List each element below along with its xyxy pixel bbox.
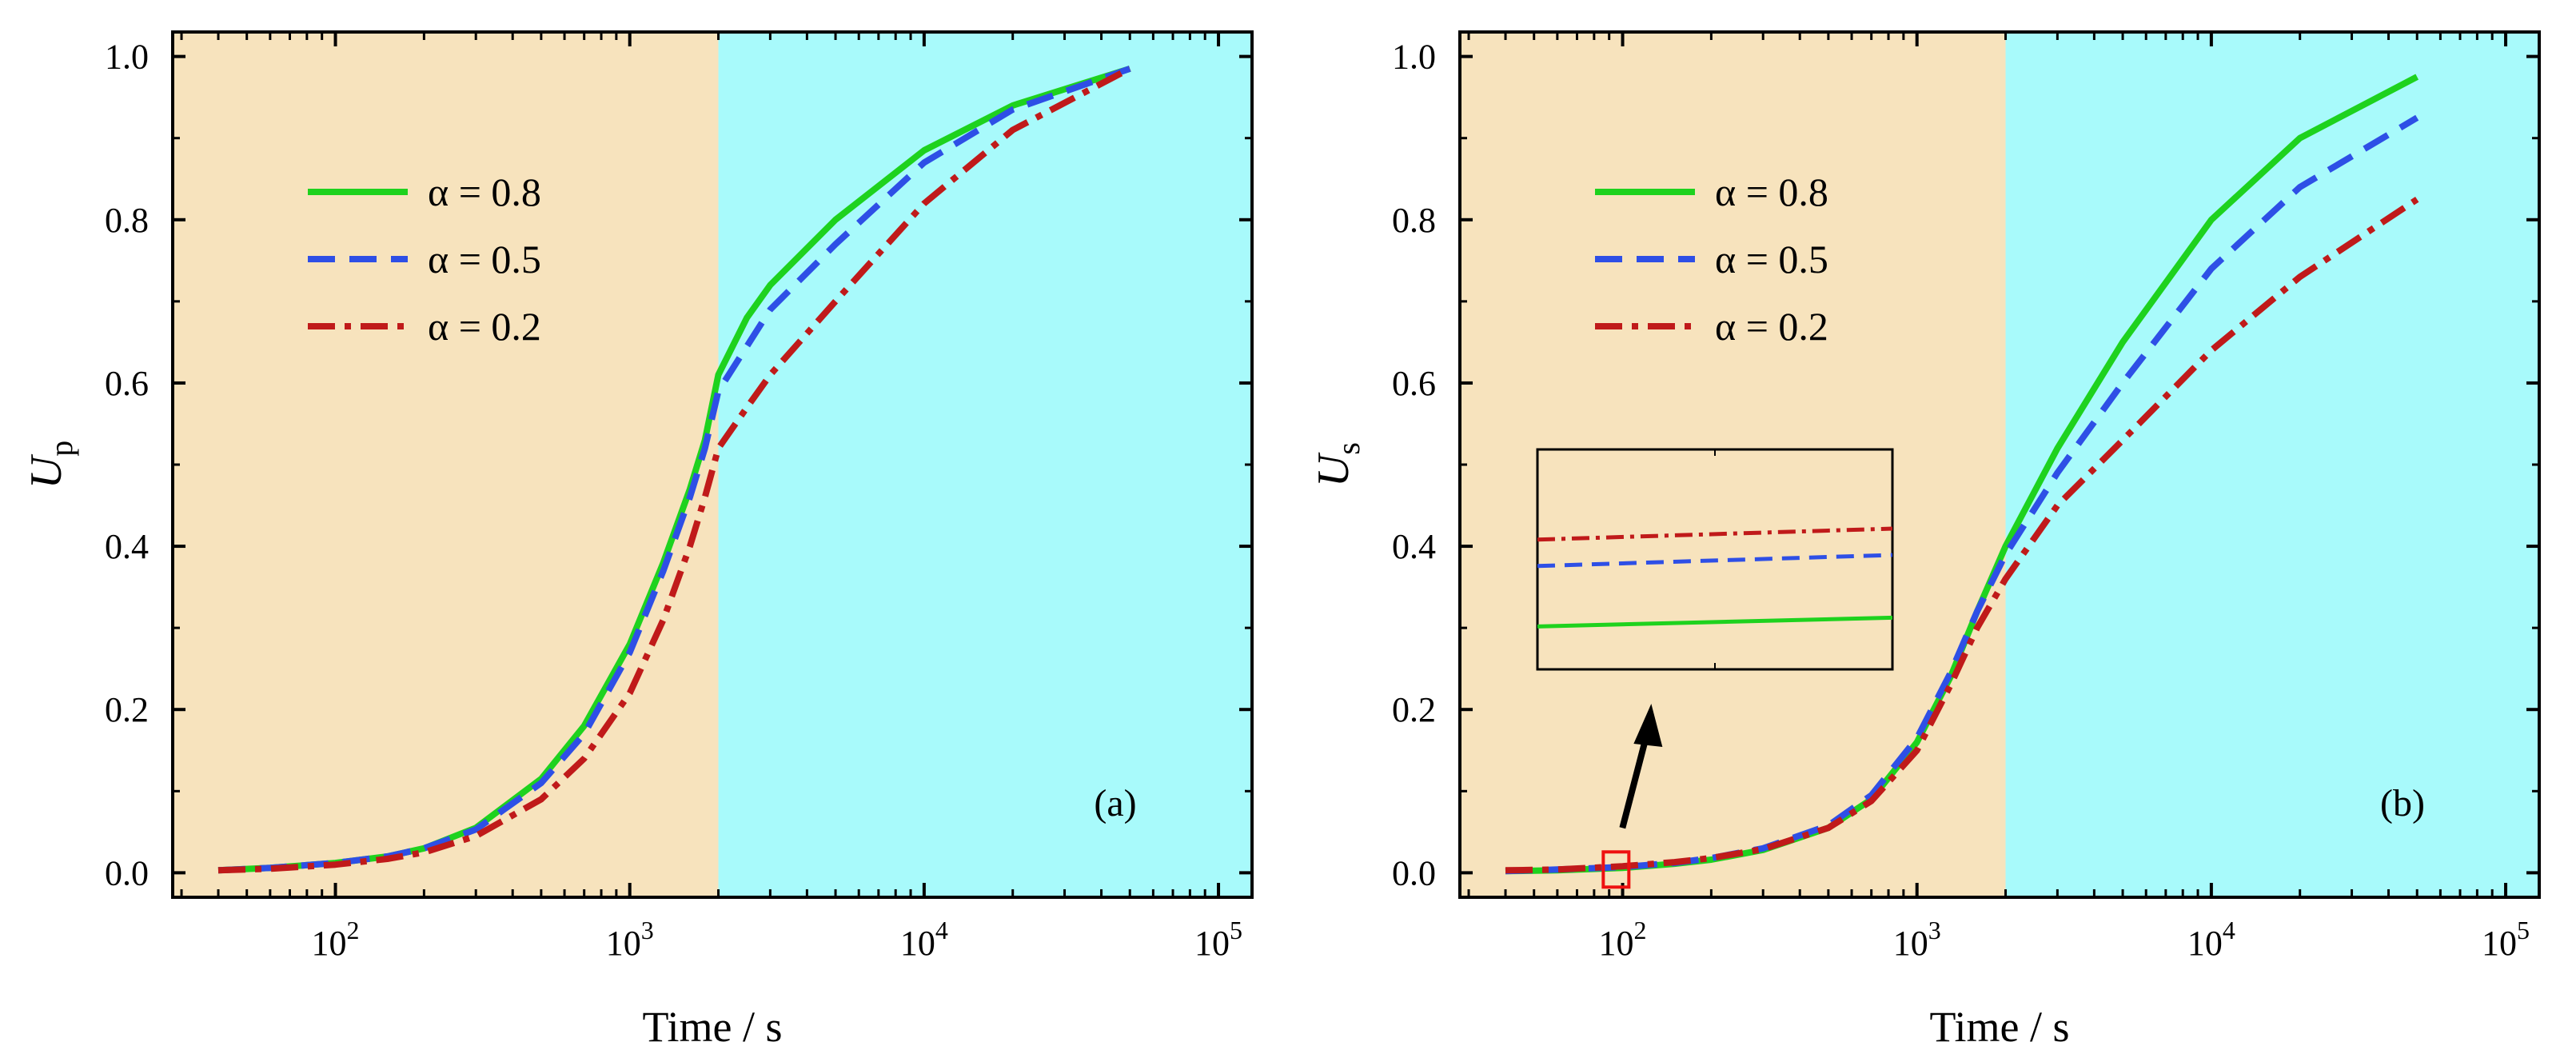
inset-zoom	[1536, 448, 1894, 671]
region-early	[173, 32, 719, 897]
x-tick-label: 104	[900, 916, 948, 963]
series-line-alpha-02	[1505, 196, 2419, 874]
inset-series-line	[1537, 526, 1893, 542]
panel-label: (b)	[2380, 782, 2425, 824]
y-tick-label: 0.0	[1392, 853, 1436, 892]
y-tick-label: 1.0	[105, 38, 149, 77]
region-late	[718, 32, 1252, 897]
legend-entry-label: α = 0.5	[428, 237, 541, 281]
x-tick-label: 103	[606, 916, 654, 963]
y-tick-label: 1.0	[1392, 38, 1436, 77]
x-axis-label: Time / s	[1929, 1003, 2069, 1051]
y-tick-label: 0.6	[1392, 364, 1436, 403]
panel-label: (a)	[1094, 782, 1136, 824]
y-tick-label: 0.8	[105, 201, 149, 240]
x-tick-label: 105	[1194, 916, 1242, 963]
series-line-alpha-05	[1505, 114, 2419, 875]
y-tick-label: 0.2	[1392, 690, 1436, 729]
x-tick-label: 104	[2187, 916, 2235, 963]
y-tick-label: 0.4	[1392, 527, 1436, 566]
inset-series-line	[1537, 553, 1893, 569]
legend-entry-label: α = 0.5	[1715, 237, 1828, 281]
zoom-arrow	[1619, 734, 1650, 829]
x-tick-label: 103	[1893, 916, 1941, 963]
x-tick-label: 102	[312, 916, 360, 963]
zoom-arrow-head	[1633, 704, 1663, 747]
chart-panel-b: 0.0 0.2 0.4 0.6 0.8 1.0 102 103 104 105 Time / s Us…	[1309, 30, 2541, 1051]
y-tick-label: 0.2	[105, 690, 149, 729]
x-tick-label: 102	[1599, 916, 1647, 963]
legend: α = 0.8 α = 0.5 α = 0.2	[308, 170, 541, 349]
x-tick-label: 105	[2482, 916, 2530, 963]
chart-panel-a: 0.0 0.2 0.4 0.6 0.8 1.0 102 103 104 105 Time / s Up…	[22, 30, 1254, 1051]
legend: α = 0.8 α = 0.5 α = 0.2	[1595, 170, 1828, 349]
y-tick-label: 0.8	[1392, 201, 1436, 240]
y-tick-label: 0.6	[105, 364, 149, 403]
zoom-highlight-box	[1601, 850, 1631, 889]
y-axis-label: Up	[22, 441, 79, 489]
legend-entry-label: α = 0.8	[428, 170, 541, 214]
region-late	[2005, 32, 2539, 897]
y-tick-label: 0.4	[105, 527, 149, 566]
legend-entry-label: α = 0.2	[1715, 304, 1828, 349]
legend-entry-label: α = 0.8	[1715, 170, 1828, 214]
x-axis-label: Time / s	[642, 1003, 782, 1051]
y-tick-label: 0.0	[105, 853, 149, 892]
series-line-alpha-02	[217, 66, 1132, 874]
inset-series-line	[1537, 615, 1893, 629]
legend-entry-label: α = 0.2	[428, 304, 541, 349]
y-axis-label: Us	[1309, 442, 1366, 487]
